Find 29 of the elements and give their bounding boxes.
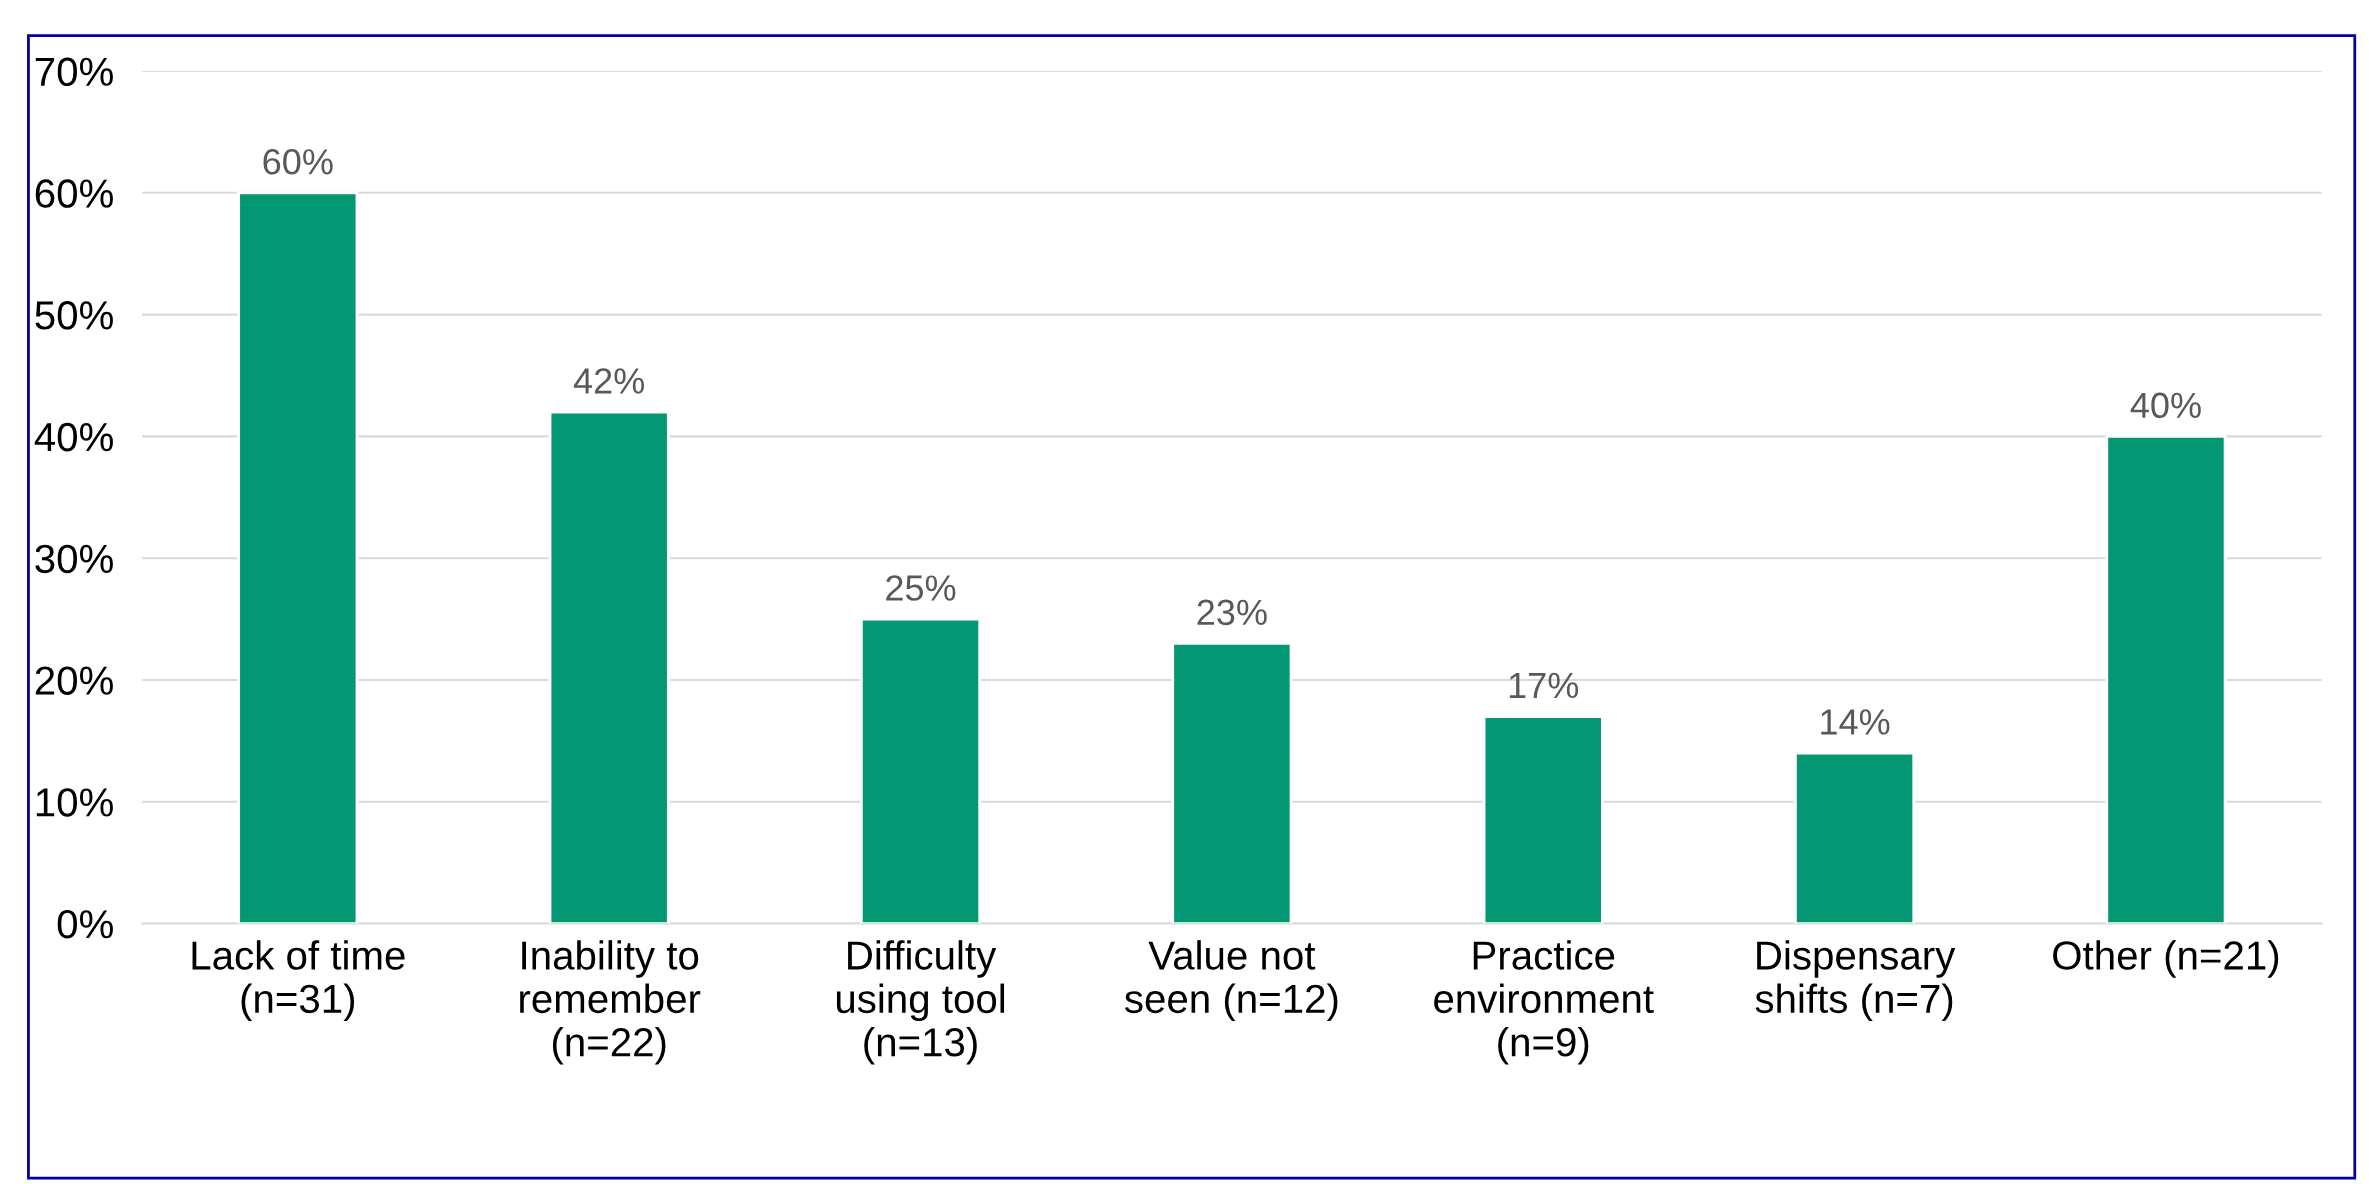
data-label: 42% — [573, 368, 645, 394]
bar — [2105, 435, 2227, 924]
x-tick-label: Practice environment (n=9) — [1434, 940, 1654, 1065]
data-label: 60% — [263, 149, 333, 175]
y-tick-label: 50% — [35, 301, 113, 330]
bar — [548, 410, 670, 924]
y-tick-label: 30% — [35, 544, 113, 574]
x-tick-label: Inability to remember (n=22) — [520, 940, 701, 1065]
data-label: 17% — [1509, 672, 1579, 699]
x-tick-label: Difficulty using tool (n=13) — [836, 940, 1005, 1065]
x-tick-label: Dispensary shifts (n=7) — [1755, 940, 1956, 1022]
data-label: 25% — [886, 575, 956, 601]
bar — [1171, 642, 1293, 924]
y-tick-label: 40% — [34, 422, 113, 452]
bar — [1794, 751, 1916, 924]
x-tick-label: Lack of time (n=31) — [192, 940, 405, 1022]
bar — [237, 191, 359, 924]
y-tick-label: 0% — [57, 909, 113, 939]
x-tick-label: Other (n=21) — [2053, 940, 2279, 978]
data-label: 23% — [1197, 599, 1267, 626]
y-tick-label: 60% — [35, 179, 113, 208]
bar — [859, 617, 982, 924]
y-tick-label: 10% — [36, 788, 113, 817]
y-tick-label: 20% — [35, 666, 113, 695]
x-tick-label: Value not seen (n=12) — [1124, 940, 1338, 1022]
y-tick-label: 70% — [35, 57, 113, 87]
bar — [1482, 715, 1604, 924]
data-label: 14% — [1821, 709, 1890, 735]
data-label: 40% — [2130, 392, 2201, 419]
